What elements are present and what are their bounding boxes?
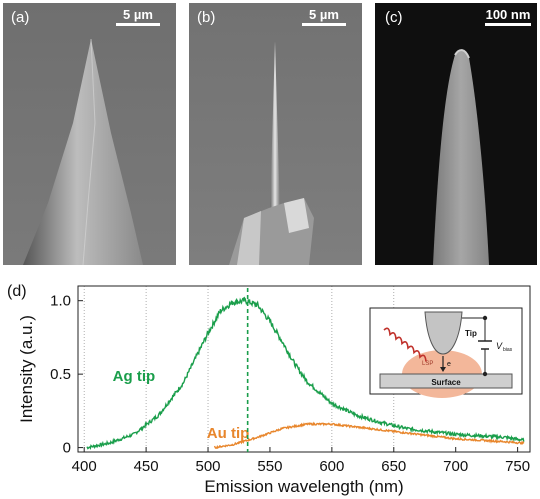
panel-c-scale-bar: 100 nm: [485, 7, 531, 26]
x-tick-label-450: 450: [134, 458, 159, 475]
panel-c-label: (c): [385, 9, 403, 26]
panel-c-scale-line: [485, 23, 531, 26]
y-tick-label-1.0: 1.0: [50, 293, 71, 310]
panel-a-sem-image: (a) 5 µm: [3, 3, 176, 265]
panel-d-label: (d): [7, 283, 27, 300]
x-tick-label-400: 400: [72, 458, 97, 475]
inset-surface-label: Surface: [431, 378, 461, 387]
panel-c-scale-text: 100 nm: [485, 7, 531, 22]
x-tick-label-550: 550: [257, 458, 282, 475]
panel-b-scale-text: 5 µm: [309, 7, 339, 22]
panel-b-scale-bar: 5 µm: [302, 7, 346, 26]
series-label-ag-tip: Ag tip: [113, 368, 156, 385]
x-tick-label-700: 700: [443, 458, 468, 475]
x-tick-label-500: 500: [196, 458, 221, 475]
panel-a-scale-line: [116, 23, 160, 26]
inset-surface: [379, 373, 513, 389]
y-tick-label-0.5: 0.5: [50, 366, 71, 383]
y-axis-label: Intensity (a.u.): [17, 315, 36, 423]
panel-b-label: (b): [197, 9, 216, 26]
panel-c-tip-image: [375, 3, 537, 265]
panel-b-tip-image: [189, 3, 362, 265]
series-line-au-tip: [213, 421, 525, 450]
inset-bias-label: V: [496, 341, 503, 351]
series-line-ag-tip: [86, 296, 525, 451]
panel-a-scale-text: 5 µm: [123, 7, 153, 22]
panel-a-tip-image: [3, 3, 176, 265]
inset-bias-subscript: bias: [503, 347, 513, 353]
panel-a-label: (a): [11, 9, 30, 26]
panel-a-scale-bar: 5 µm: [116, 7, 160, 26]
inset-tip: [424, 311, 463, 355]
inset-photon-wave: [383, 327, 427, 362]
panel-b-scale-line: [302, 23, 346, 26]
inset-tip-label: Tip: [465, 329, 477, 338]
x-axis-label: Emission wavelength (nm): [204, 477, 403, 496]
inset-lsp-label: LSP: [422, 361, 433, 367]
inset-electron-label: e: [447, 361, 451, 368]
inset-node-bottom: [482, 371, 488, 377]
x-tick-label-650: 650: [381, 458, 406, 475]
inset-node-top: [482, 315, 488, 321]
panel-c-sem-image: (c) 100 nm: [375, 3, 537, 265]
plot-frame: [77, 285, 531, 453]
inset-tunnel-arrowhead: [440, 367, 446, 372]
emission-spectrum-chart: 400 450 500 550 600 650 700 750 0 0.5 1.0 Emission …: [17, 285, 531, 496]
series-label-au-tip: Au tip: [207, 425, 250, 442]
panel-b-sem-image: (b) 5 µm: [189, 3, 362, 265]
x-tick-label-750: 750: [505, 458, 530, 475]
y-tick-label-0: 0: [63, 440, 71, 457]
x-tick-label-600: 600: [319, 458, 344, 475]
